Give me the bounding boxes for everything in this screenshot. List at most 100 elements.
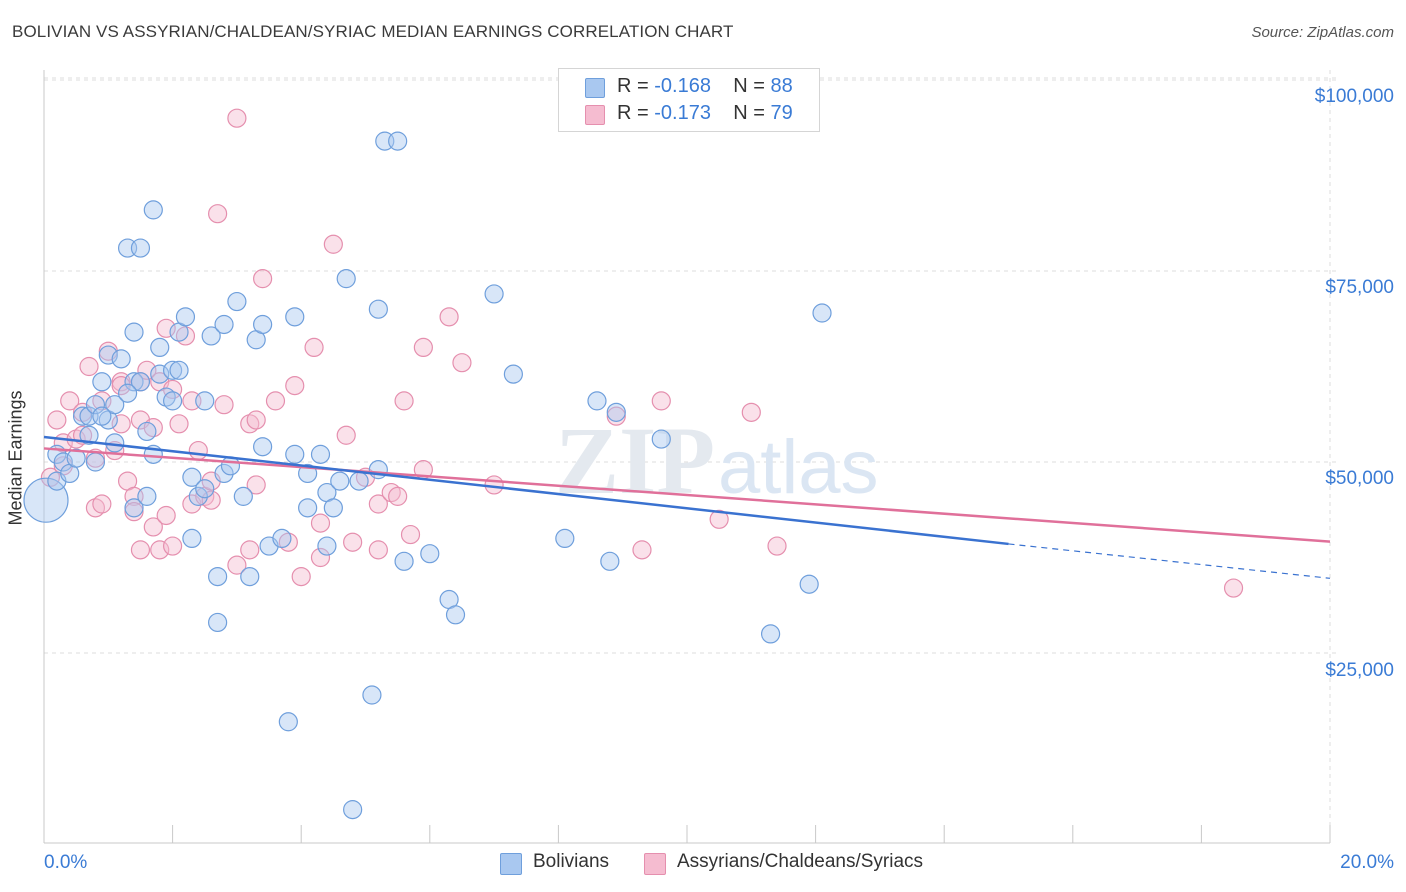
data-point bbox=[278, 712, 298, 732]
series-bolivians-points bbox=[23, 131, 832, 820]
data-point bbox=[227, 108, 247, 128]
data-point bbox=[253, 437, 273, 457]
data-point bbox=[124, 322, 144, 342]
data-point bbox=[214, 463, 234, 484]
data-point bbox=[555, 528, 575, 549]
data-point bbox=[503, 364, 523, 384]
data-point bbox=[709, 509, 729, 529]
data-point bbox=[285, 376, 305, 396]
data-point bbox=[368, 494, 388, 514]
data-point bbox=[323, 234, 343, 254]
data-point bbox=[163, 379, 183, 400]
data-point bbox=[98, 345, 118, 365]
data-point bbox=[23, 477, 69, 523]
data-point bbox=[388, 486, 408, 506]
x-axis bbox=[43, 70, 1331, 844]
data-point bbox=[452, 353, 472, 373]
data-point bbox=[285, 444, 305, 464]
chart-title: BOLIVIAN VS ASSYRIAN/CHALDEAN/SYRIAC MED… bbox=[12, 22, 734, 41]
data-point bbox=[214, 314, 234, 335]
data-point bbox=[201, 326, 221, 346]
data-point bbox=[394, 551, 414, 571]
data-point bbox=[130, 540, 151, 560]
data-point bbox=[188, 440, 208, 461]
data-point bbox=[227, 291, 247, 312]
data-point bbox=[66, 448, 86, 468]
data-point bbox=[368, 299, 388, 319]
data-point bbox=[587, 391, 607, 411]
data-point bbox=[343, 800, 363, 820]
legend-label: Assyrians/Chaldeans/Syriacs bbox=[677, 851, 924, 872]
data-point bbox=[246, 410, 266, 430]
n-label: N = bbox=[733, 102, 765, 124]
data-point bbox=[233, 486, 253, 506]
data-point bbox=[362, 685, 382, 705]
trend-line-bolivians bbox=[43, 435, 1009, 546]
n-value: 79 bbox=[770, 102, 793, 124]
y-tick-label: $75,000 bbox=[1325, 277, 1394, 298]
series-legend: Bolivians Assyrians/Chaldeans/Syriacs bbox=[0, 850, 1406, 878]
data-point bbox=[240, 566, 260, 587]
x-tick-min: 0.0% bbox=[44, 852, 88, 873]
data-point bbox=[272, 528, 292, 549]
data-point bbox=[651, 429, 671, 449]
stats-legend: R = -0.168 N = 88 R = -0.173 N = 79 bbox=[558, 68, 820, 132]
data-point bbox=[291, 566, 311, 587]
data-point bbox=[368, 540, 388, 560]
data-point bbox=[163, 536, 183, 556]
data-point bbox=[182, 528, 202, 549]
data-point bbox=[79, 425, 99, 445]
data-point bbox=[124, 372, 144, 392]
chart-source: Source: ZipAtlas.com bbox=[1251, 24, 1394, 41]
data-point bbox=[330, 471, 350, 491]
data-point bbox=[304, 337, 324, 357]
data-point bbox=[394, 391, 414, 411]
data-point bbox=[741, 402, 761, 422]
data-point bbox=[400, 524, 421, 545]
blue-swatch-icon bbox=[585, 78, 605, 98]
data-point bbox=[85, 452, 106, 472]
data-point bbox=[137, 421, 157, 442]
data-point bbox=[182, 467, 202, 487]
data-point bbox=[246, 475, 266, 495]
data-point bbox=[310, 513, 331, 533]
watermark-atlas: atlas bbox=[718, 425, 879, 510]
data-point bbox=[336, 425, 356, 445]
x-tick-max: 20.0% bbox=[1340, 852, 1394, 873]
trend-line-bolivians-extension bbox=[1008, 543, 1331, 579]
pink-swatch-icon bbox=[585, 105, 605, 125]
data-point bbox=[175, 307, 196, 327]
data-point bbox=[117, 383, 138, 403]
data-point bbox=[310, 547, 331, 568]
data-point bbox=[767, 536, 787, 556]
n-label: N = bbox=[733, 75, 765, 97]
data-point bbox=[445, 605, 466, 625]
data-point bbox=[310, 444, 331, 464]
data-point bbox=[214, 395, 234, 415]
data-point bbox=[760, 624, 781, 644]
data-point bbox=[812, 303, 832, 323]
data-point bbox=[208, 612, 228, 633]
data-point bbox=[79, 356, 99, 377]
data-point bbox=[163, 391, 183, 411]
data-point bbox=[143, 200, 163, 220]
data-point bbox=[606, 402, 626, 422]
watermark-zip: ZIP bbox=[555, 407, 715, 514]
data-point bbox=[195, 479, 215, 499]
data-point bbox=[105, 395, 125, 415]
data-point bbox=[195, 391, 215, 411]
trend-line-assyrians bbox=[43, 447, 1331, 543]
data-point bbox=[72, 406, 93, 426]
data-point bbox=[137, 360, 157, 380]
legend-label: Bolivians bbox=[533, 851, 610, 872]
data-point bbox=[227, 555, 247, 575]
r-label: R = bbox=[617, 102, 649, 124]
data-point bbox=[240, 540, 260, 560]
data-point bbox=[1223, 578, 1244, 598]
data-point bbox=[156, 318, 176, 338]
trend-lines bbox=[43, 435, 1331, 579]
y-tick-label: $25,000 bbox=[1325, 660, 1394, 681]
data-point bbox=[111, 414, 131, 434]
data-point bbox=[163, 360, 183, 380]
